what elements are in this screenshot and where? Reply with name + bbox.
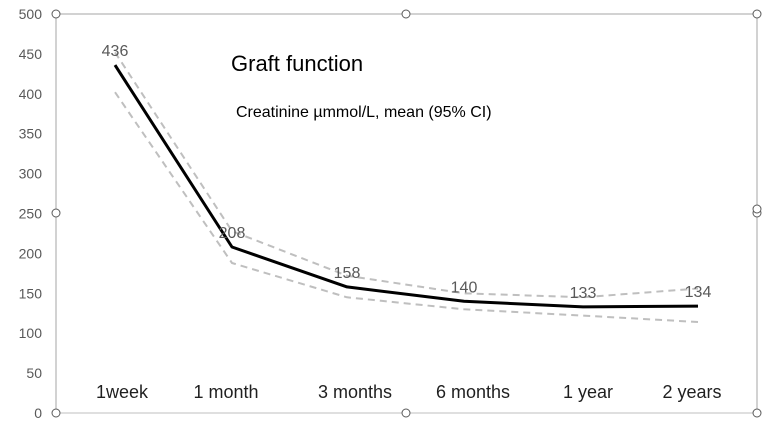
confidence-interval-lines xyxy=(114,51,699,323)
resize-handle-top-center[interactable] xyxy=(401,9,411,19)
data-label: 436 xyxy=(102,43,129,60)
y-tick-label: 350 xyxy=(19,126,43,142)
x-category-label: 2 years xyxy=(662,382,721,402)
resize-handle-top-right[interactable] xyxy=(752,9,762,19)
resize-handle-bottom-right[interactable] xyxy=(752,408,762,418)
y-tick-label: 500 xyxy=(19,6,43,22)
x-category-label: 3 months xyxy=(318,382,392,402)
resize-handle-middle-left[interactable] xyxy=(51,208,61,218)
mean-line-group xyxy=(113,64,699,309)
chart-selection-frame xyxy=(55,13,758,414)
data-label: 133 xyxy=(570,285,597,302)
x-category-label: 1 month xyxy=(193,382,258,402)
data-label: 140 xyxy=(451,279,478,296)
data-label: 208 xyxy=(219,225,246,242)
chart-title: Graft function xyxy=(231,51,363,76)
data-labels: 436 208 158 140 133 134 xyxy=(102,43,712,302)
resize-handle-bottom-left[interactable] xyxy=(51,408,61,418)
y-tick-label: 0 xyxy=(34,405,42,421)
mean-line xyxy=(113,64,699,309)
x-axis-categories: 1week 1 month 3 months 6 months 1 year 2 year… xyxy=(96,382,722,402)
data-label: 158 xyxy=(334,265,361,282)
ci-bound-line-1 xyxy=(114,51,699,299)
y-axis: 0 50 100 150 200 250 300 350 400 450 500 xyxy=(19,6,43,421)
y-tick-label: 250 xyxy=(19,206,43,222)
resize-handle-bottom-center[interactable] xyxy=(401,408,411,418)
y-tick-label: 400 xyxy=(19,86,43,102)
ci-bound-line-2 xyxy=(114,91,699,323)
y-tick-label: 100 xyxy=(19,325,43,341)
y-tick-label: 150 xyxy=(19,285,43,301)
rotate-handle[interactable] xyxy=(752,204,762,214)
x-category-label: 6 months xyxy=(436,382,510,402)
y-tick-label: 50 xyxy=(26,365,42,381)
y-tick-label: 450 xyxy=(19,46,43,62)
y-tick-label: 200 xyxy=(19,245,43,261)
data-label: 134 xyxy=(685,284,712,301)
resize-handle-top-left[interactable] xyxy=(51,9,61,19)
x-category-label: 1 year xyxy=(563,382,613,402)
y-tick-label: 300 xyxy=(19,166,43,182)
chart-subtitle: Creatinine µmmol/L, mean (95% CI) xyxy=(236,104,492,121)
x-category-label: 1week xyxy=(96,382,149,402)
